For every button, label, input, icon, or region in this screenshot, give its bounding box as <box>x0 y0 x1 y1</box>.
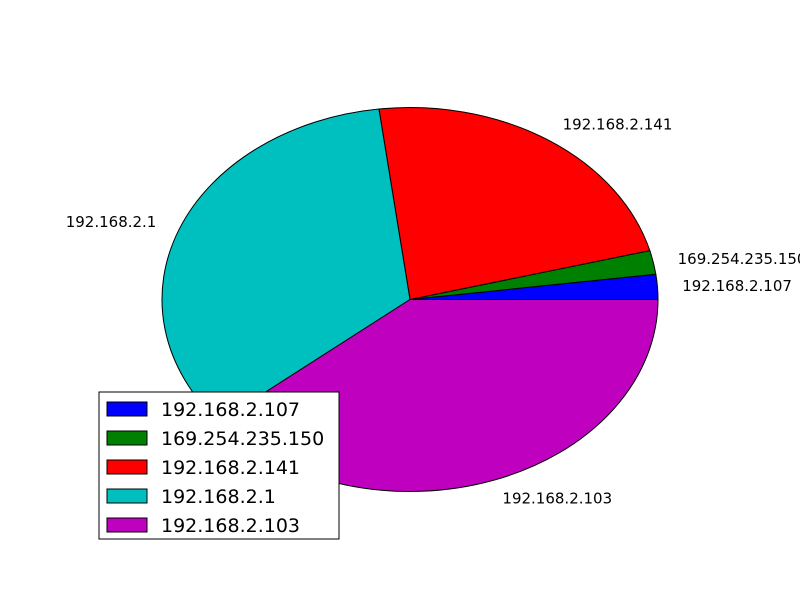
legend-label: 192.168.2.1 <box>161 486 276 508</box>
legend-swatch <box>106 517 148 533</box>
legend-label: 192.168.2.103 <box>161 515 300 537</box>
pie-slice <box>161 108 411 423</box>
legend-label: 169.254.235.150 <box>161 428 324 450</box>
pie-slice <box>378 107 651 300</box>
legend-swatch <box>106 459 148 475</box>
legend-label: 192.168.2.141 <box>161 457 300 479</box>
slice-labels: 192.168.2.107 169.254.235.150 192.168.2.14… <box>66 116 800 508</box>
legend-label: 192.168.2.107 <box>161 399 300 421</box>
slice-label: 169.254.235.150 <box>678 250 800 268</box>
legend-entries: 192.168.2.107 169.254.235.150 192.168.2.14… <box>106 399 324 537</box>
legend-swatch <box>106 401 148 417</box>
legend: 192.168.2.107 169.254.235.150 192.168.2.14… <box>98 391 340 540</box>
legend-swatch <box>106 488 148 504</box>
slice-label: 192.168.2.107 <box>682 277 792 295</box>
slice-label: 192.168.2.103 <box>502 489 612 507</box>
slice-label: 192.168.2.1 <box>66 213 157 231</box>
legend-swatch <box>106 430 148 446</box>
slice-label: 192.168.2.141 <box>563 116 673 134</box>
